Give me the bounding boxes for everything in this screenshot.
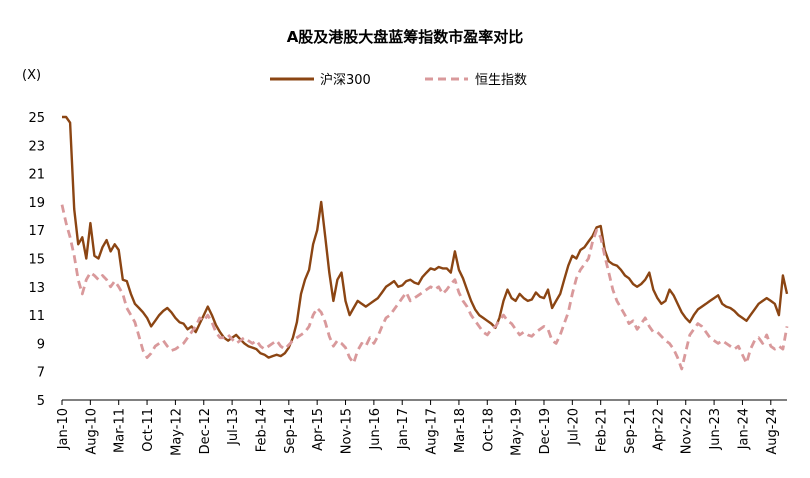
- x-tick-label: Feb-14: [254, 408, 269, 452]
- x-tick-label: May-19: [510, 408, 525, 456]
- x-tick-label: Jan-17: [396, 408, 411, 450]
- x-tick-label: Oct-18: [481, 408, 496, 452]
- x-tick-label: Mar-11: [113, 408, 128, 453]
- x-tick-label: Jun-23: [708, 408, 723, 451]
- legend: 沪深300 恒生指数: [270, 72, 527, 88]
- x-tick-label: May-12: [169, 408, 184, 456]
- y-tick-label: 5: [37, 394, 45, 409]
- x-tick-label: Aug-17: [425, 408, 440, 455]
- x-tick-label: Jan-10: [56, 408, 71, 450]
- x-tick-label: Aug-10: [84, 408, 99, 455]
- y-tick-label: 9: [37, 337, 45, 352]
- x-tick-label: Feb-21: [595, 408, 610, 452]
- x-tick-label: Dec-19: [538, 408, 553, 454]
- x-axis: Jan-10 Aug-10 Mar-11 Oct-11 May-12 Dec-12 Jul-…: [56, 400, 780, 456]
- x-tick-label: Dec-12: [198, 408, 213, 454]
- x-tick-label: Apr-15: [311, 408, 326, 451]
- x-tick-label: Nov-22: [680, 408, 695, 454]
- y-tick-label: 7: [37, 366, 45, 381]
- y-tick-label: 25: [28, 111, 45, 126]
- x-tick-label: Aug-24: [765, 408, 780, 455]
- y-tick-label: 17: [28, 224, 45, 239]
- x-tick-label: Nov-15: [340, 408, 355, 454]
- x-tick-label: Jun-16: [368, 408, 383, 451]
- x-tick-label: Sep-21: [623, 408, 638, 454]
- y-tick-label: 21: [28, 168, 45, 183]
- x-tick-label: Sep-14: [283, 408, 298, 454]
- y-tick-label: 15: [28, 253, 45, 268]
- x-tick-label: Jul-13: [226, 408, 241, 446]
- y-tick-label: 11: [28, 309, 45, 324]
- y-axis-unit: (X): [22, 68, 41, 83]
- x-tick-label: Apr-22: [651, 408, 666, 451]
- y-axis: 5 7 9 11 13 15 17 19 21 23 25: [28, 111, 45, 409]
- x-tick-label: Mar-18: [453, 408, 468, 453]
- y-tick-label: 19: [28, 196, 45, 211]
- x-tick-label: Jan-24: [736, 408, 751, 450]
- x-tick-label: Oct-11: [141, 408, 156, 452]
- y-tick-label: 13: [28, 281, 45, 296]
- legend-label-hs300: 沪深300: [320, 72, 371, 88]
- plot-area: [60, 115, 789, 371]
- chart-title: A股及港股大盘蓝筹指数市盈率对比: [287, 28, 524, 46]
- series-line-hs300: [62, 115, 789, 359]
- series-line-hsi: [60, 204, 789, 371]
- y-tick-label: 23: [28, 139, 45, 154]
- x-tick-label: Jul-20: [566, 408, 581, 446]
- legend-label-hsi: 恒生指数: [475, 73, 527, 88]
